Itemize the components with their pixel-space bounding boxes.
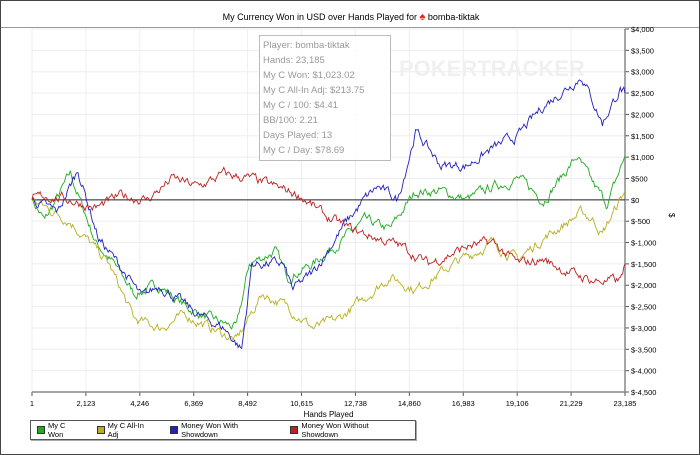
y-tick-label: $-3,500 [631,345,656,354]
stats-tooltip: Player: bomba-tiktak Hands: 23,185 My C Wo… [259,35,391,161]
tooltip-line: Hands: 23,185 [263,55,325,66]
legend-item[interactable]: My C Won [37,421,83,439]
series-line-my-c-won [31,155,626,330]
y-tick-label: $500 [631,174,648,183]
y-tick-label: $-4,000 [631,367,656,376]
legend-label: My C Won [47,421,66,439]
y-tick-label: $3,000 [631,68,654,77]
tooltip-line: BB/100: 2.21 [263,115,318,126]
legend-swatch [37,426,45,434]
legend-swatch [170,426,179,434]
player-name: bomba-tiktak [427,12,480,22]
y-tick-label: $-500 [631,217,650,226]
y-tick-label: $-3,000 [631,324,656,333]
legend-item[interactable]: My C All-In Adj [96,421,156,439]
tooltip-line: My C / 100: $4.41 [263,100,338,111]
y-tick-label: $-1,500 [631,260,656,269]
y-tick-label: $-4,500 [631,388,656,397]
x-tick-label: 16,983 [452,399,475,408]
y-tick-label: $3,500 [631,46,654,55]
tooltip-line: Player: bomba-tiktak [263,40,350,51]
y-tick-label: $0 [631,196,639,205]
x-tick-label: 10,615 [290,399,313,408]
x-tick-label: 4,246 [130,399,149,408]
x-axis-label: Hands Played [304,410,354,419]
x-tick-label: 2,123 [77,399,96,408]
chart-title: My Currency Won in USD over Hands Played… [1,11,699,23]
x-tick-label: 19,106 [506,399,529,408]
legend-label: My C All-In Adj [107,421,144,439]
title-text: My Currency Won in USD over Hands Played… [222,12,417,22]
y-tick-label: $1,000 [631,153,654,162]
x-tick-label: 14,860 [398,399,421,408]
tooltip-line: My C Won: $1,023.02 [263,70,355,81]
x-tick-label: 6,369 [184,399,203,408]
y-tick-label: $1,500 [631,132,654,141]
x-tick-label: 8,492 [238,399,257,408]
legend-swatch [96,426,105,434]
y-tick-label: $-2,000 [631,281,656,290]
y-tick-label: $-1,000 [631,239,656,248]
watermark-logo: POKERTRACKER [399,56,585,81]
series-line-money-won-without-showdown [31,166,626,286]
title-divider [1,27,699,28]
legend: My C Won My C All-In Adj Money Won With Sh… [30,420,416,440]
series-line-money-won-with-showdown [31,79,626,350]
legend-item[interactable]: Money Won With Showdown [170,421,276,439]
y-axis-label: $ [667,213,676,218]
x-tick-label: 21,229 [560,399,583,408]
x-tick-label: 12,738 [344,399,367,408]
tooltip-line: Days Played: 13 [263,130,333,141]
legend-item[interactable]: Money Won Without Showdown [290,421,407,439]
tooltip-line: My C / Day: $78.69 [263,145,345,156]
tooltip-line: My C All-In Adj: $213.75 [263,85,365,96]
legend-label: Money Won Without Showdown [301,421,369,439]
spade-icon: ♠ [419,11,426,23]
x-tick-label: 1 [30,399,34,408]
y-tick-label: $-2,500 [631,303,656,312]
y-tick-label: $2,000 [631,110,654,119]
y-tick-label: $2,500 [631,89,654,98]
legend-swatch [290,426,299,434]
series-line-my-c-all-in-adj [31,190,626,342]
legend-label: Money Won With Showdown [181,421,239,439]
x-tick-label: 23,185 [614,399,637,408]
y-tick-label: $4,000 [631,25,654,34]
